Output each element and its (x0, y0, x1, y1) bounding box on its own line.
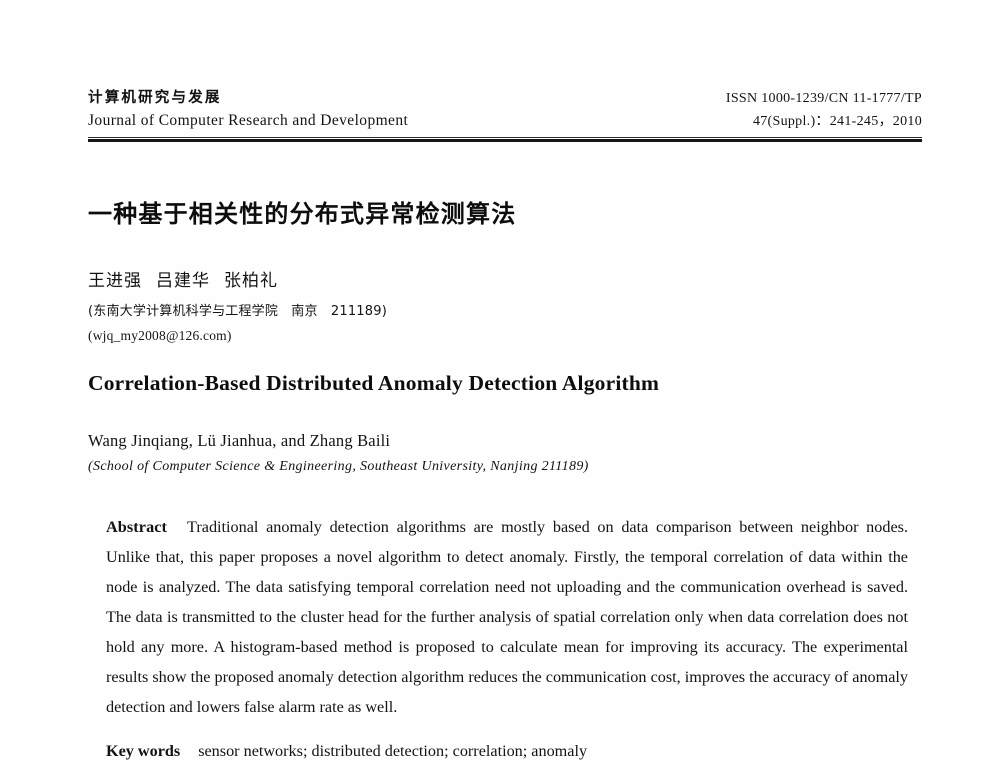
masthead-left: 计算机研究与发展 Journal of Computer Research an… (88, 88, 408, 132)
article-title-english: Correlation-Based Distributed Anomaly De… (88, 371, 660, 395)
abstract-body: Traditional anomaly detection algorithms… (106, 518, 908, 716)
author-chinese-2: 吕建华 (156, 271, 210, 291)
issn-line: ISSN 1000-1239/CN 11-1777/TP (725, 91, 922, 106)
divider-thin-line (88, 137, 922, 138)
keywords-label: Key words (106, 742, 181, 760)
authors-chinese: 王进强 吕建华 张柏礼 (88, 266, 278, 291)
authors-english: Wang Jinqiang, Lü Jianhua, and Zhang Bai… (88, 431, 391, 450)
affiliation-english: (School of Computer Science & Engineerin… (88, 459, 589, 474)
divider-thick-line (88, 139, 922, 142)
affiliation-chinese: (东南大学计算机科学与工程学院 南京 211189) (88, 304, 387, 319)
masthead-divider (88, 137, 922, 142)
keywords-section: Key words sensor networks; distributed de… (106, 738, 908, 764)
author-chinese-3: 张柏礼 (224, 271, 278, 291)
volume-issue-line: 47(Suppl.)：241-245，2010 (752, 114, 922, 129)
masthead-right: ISSN 1000-1239/CN 11-1777/TP 47(Suppl.)：… (726, 88, 922, 133)
masthead: 计算机研究与发展 Journal of Computer Research an… (88, 88, 922, 136)
article-title-chinese: 一种基于相关性的分布式异常检测算法 (88, 200, 517, 228)
journal-title-chinese: 计算机研究与发展 (88, 90, 222, 106)
abstract-section: Abstract Traditional anomaly detection al… (106, 512, 908, 722)
keywords-body: sensor networks; distributed detection; … (198, 742, 588, 760)
journal-title-english: Journal of Computer Research and Develop… (88, 112, 409, 129)
author-chinese-1: 王进强 (88, 271, 142, 291)
abstract-label: Abstract (106, 518, 168, 536)
contact-email: (wjq_my2008@126.com) (88, 328, 232, 343)
